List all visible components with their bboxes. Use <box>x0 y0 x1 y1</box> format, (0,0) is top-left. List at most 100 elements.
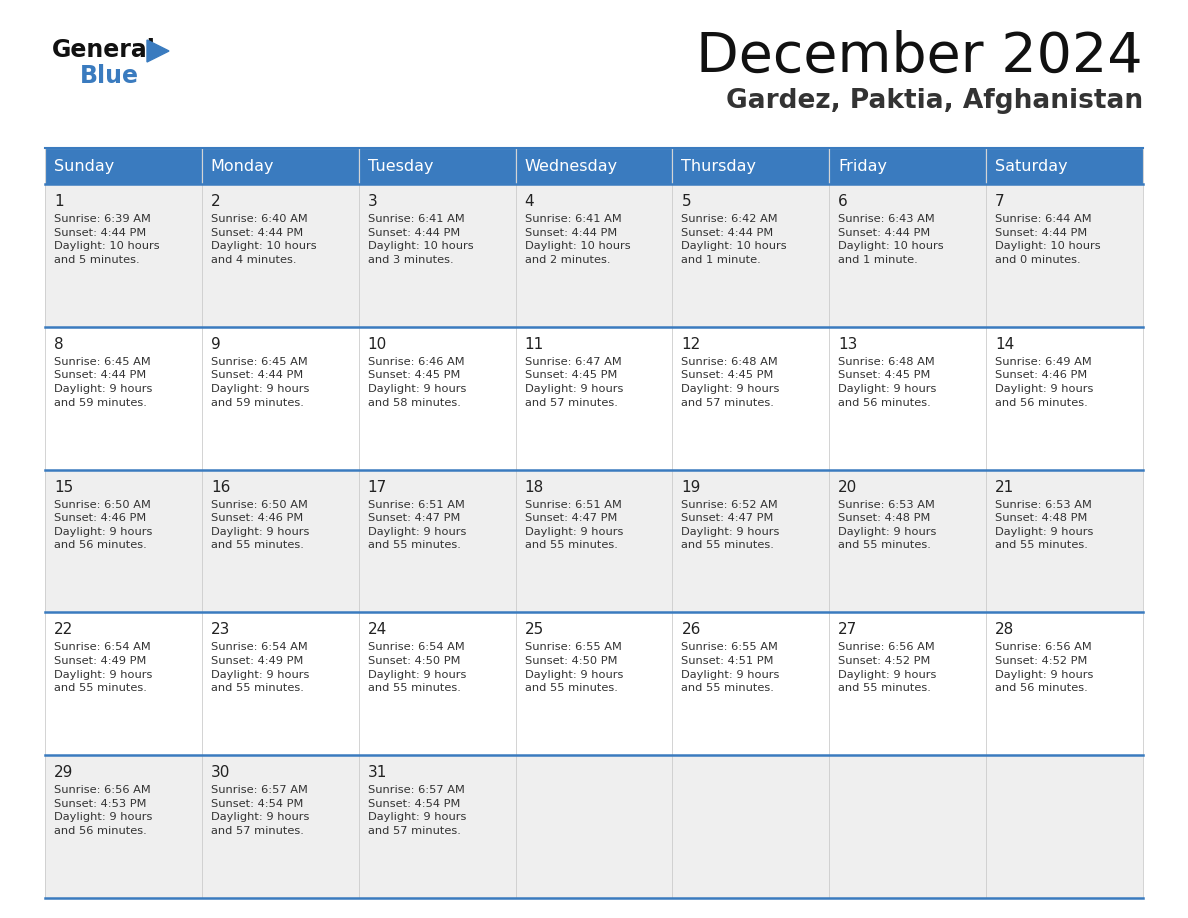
Text: 14: 14 <box>996 337 1015 352</box>
Bar <box>829 470 986 612</box>
Bar <box>516 470 672 612</box>
Text: 13: 13 <box>839 337 858 352</box>
Text: Sunrise: 6:54 AM
Sunset: 4:49 PM
Daylight: 9 hours
and 55 minutes.: Sunrise: 6:54 AM Sunset: 4:49 PM Dayligh… <box>210 643 309 693</box>
Text: December 2024: December 2024 <box>696 30 1143 84</box>
Text: Sunrise: 6:53 AM
Sunset: 4:48 PM
Daylight: 9 hours
and 55 minutes.: Sunrise: 6:53 AM Sunset: 4:48 PM Dayligh… <box>839 499 936 551</box>
Text: Sunrise: 6:51 AM
Sunset: 4:47 PM
Daylight: 9 hours
and 55 minutes.: Sunrise: 6:51 AM Sunset: 4:47 PM Dayligh… <box>525 499 623 551</box>
Text: Sunrise: 6:50 AM
Sunset: 4:46 PM
Daylight: 9 hours
and 56 minutes.: Sunrise: 6:50 AM Sunset: 4:46 PM Dayligh… <box>53 499 152 551</box>
Text: Sunrise: 6:45 AM
Sunset: 4:44 PM
Daylight: 9 hours
and 59 minutes.: Sunrise: 6:45 AM Sunset: 4:44 PM Dayligh… <box>210 357 309 408</box>
Text: Sunrise: 6:54 AM
Sunset: 4:50 PM
Daylight: 9 hours
and 55 minutes.: Sunrise: 6:54 AM Sunset: 4:50 PM Dayligh… <box>368 643 466 693</box>
Text: 19: 19 <box>682 479 701 495</box>
Text: 4: 4 <box>525 194 535 209</box>
Text: 5: 5 <box>682 194 691 209</box>
Text: Saturday: Saturday <box>996 159 1068 174</box>
Bar <box>672 470 829 612</box>
Text: Sunrise: 6:50 AM
Sunset: 4:46 PM
Daylight: 9 hours
and 55 minutes.: Sunrise: 6:50 AM Sunset: 4:46 PM Dayligh… <box>210 499 309 551</box>
Bar <box>45 470 202 612</box>
Text: Sunrise: 6:51 AM
Sunset: 4:47 PM
Daylight: 9 hours
and 55 minutes.: Sunrise: 6:51 AM Sunset: 4:47 PM Dayligh… <box>368 499 466 551</box>
Text: 6: 6 <box>839 194 848 209</box>
Text: Sunrise: 6:41 AM
Sunset: 4:44 PM
Daylight: 10 hours
and 3 minutes.: Sunrise: 6:41 AM Sunset: 4:44 PM Dayligh… <box>368 214 473 264</box>
Bar <box>829 148 986 184</box>
Text: Blue: Blue <box>80 64 139 88</box>
Bar <box>986 184 1143 327</box>
Text: 26: 26 <box>682 622 701 637</box>
Text: Sunrise: 6:56 AM
Sunset: 4:52 PM
Daylight: 9 hours
and 56 minutes.: Sunrise: 6:56 AM Sunset: 4:52 PM Dayligh… <box>996 643 1093 693</box>
Bar <box>45 756 202 898</box>
Text: Sunrise: 6:44 AM
Sunset: 4:44 PM
Daylight: 10 hours
and 0 minutes.: Sunrise: 6:44 AM Sunset: 4:44 PM Dayligh… <box>996 214 1101 264</box>
Text: 1: 1 <box>53 194 64 209</box>
Text: Sunday: Sunday <box>53 159 114 174</box>
Text: 31: 31 <box>368 766 387 780</box>
Bar <box>986 612 1143 756</box>
Bar <box>202 612 359 756</box>
Text: Sunrise: 6:56 AM
Sunset: 4:53 PM
Daylight: 9 hours
and 56 minutes.: Sunrise: 6:56 AM Sunset: 4:53 PM Dayligh… <box>53 785 152 836</box>
Text: Wednesday: Wednesday <box>525 159 618 174</box>
Text: 16: 16 <box>210 479 230 495</box>
Text: Sunrise: 6:48 AM
Sunset: 4:45 PM
Daylight: 9 hours
and 57 minutes.: Sunrise: 6:48 AM Sunset: 4:45 PM Dayligh… <box>682 357 779 408</box>
Text: 21: 21 <box>996 479 1015 495</box>
Text: Sunrise: 6:39 AM
Sunset: 4:44 PM
Daylight: 10 hours
and 5 minutes.: Sunrise: 6:39 AM Sunset: 4:44 PM Dayligh… <box>53 214 159 264</box>
Text: 20: 20 <box>839 479 858 495</box>
Text: 30: 30 <box>210 766 230 780</box>
Bar <box>202 470 359 612</box>
Text: Sunrise: 6:40 AM
Sunset: 4:44 PM
Daylight: 10 hours
and 4 minutes.: Sunrise: 6:40 AM Sunset: 4:44 PM Dayligh… <box>210 214 316 264</box>
Bar <box>672 327 829 470</box>
Bar <box>202 184 359 327</box>
Bar <box>202 148 359 184</box>
Text: Sunrise: 6:46 AM
Sunset: 4:45 PM
Daylight: 9 hours
and 58 minutes.: Sunrise: 6:46 AM Sunset: 4:45 PM Dayligh… <box>368 357 466 408</box>
Text: Sunrise: 6:41 AM
Sunset: 4:44 PM
Daylight: 10 hours
and 2 minutes.: Sunrise: 6:41 AM Sunset: 4:44 PM Dayligh… <box>525 214 630 264</box>
Bar <box>359 148 516 184</box>
Bar <box>829 612 986 756</box>
Text: 27: 27 <box>839 622 858 637</box>
Text: 8: 8 <box>53 337 64 352</box>
Bar <box>359 756 516 898</box>
Bar <box>516 184 672 327</box>
Bar <box>672 756 829 898</box>
Text: 25: 25 <box>525 622 544 637</box>
Text: Sunrise: 6:55 AM
Sunset: 4:50 PM
Daylight: 9 hours
and 55 minutes.: Sunrise: 6:55 AM Sunset: 4:50 PM Dayligh… <box>525 643 623 693</box>
Text: Sunrise: 6:42 AM
Sunset: 4:44 PM
Daylight: 10 hours
and 1 minute.: Sunrise: 6:42 AM Sunset: 4:44 PM Dayligh… <box>682 214 788 264</box>
Text: 12: 12 <box>682 337 701 352</box>
Polygon shape <box>147 40 169 62</box>
Bar <box>986 148 1143 184</box>
Text: Sunrise: 6:54 AM
Sunset: 4:49 PM
Daylight: 9 hours
and 55 minutes.: Sunrise: 6:54 AM Sunset: 4:49 PM Dayligh… <box>53 643 152 693</box>
Bar <box>359 184 516 327</box>
Text: 11: 11 <box>525 337 544 352</box>
Bar <box>45 148 202 184</box>
Bar <box>359 612 516 756</box>
Text: Friday: Friday <box>839 159 887 174</box>
Bar <box>202 756 359 898</box>
Bar <box>516 612 672 756</box>
Text: Gardez, Paktia, Afghanistan: Gardez, Paktia, Afghanistan <box>726 88 1143 114</box>
Text: 17: 17 <box>368 479 387 495</box>
Bar <box>45 327 202 470</box>
Bar <box>45 612 202 756</box>
Text: 7: 7 <box>996 194 1005 209</box>
Text: Sunrise: 6:53 AM
Sunset: 4:48 PM
Daylight: 9 hours
and 55 minutes.: Sunrise: 6:53 AM Sunset: 4:48 PM Dayligh… <box>996 499 1093 551</box>
Bar <box>202 327 359 470</box>
Text: Thursday: Thursday <box>682 159 757 174</box>
Text: General: General <box>52 38 156 62</box>
Bar <box>672 184 829 327</box>
Text: 2: 2 <box>210 194 221 209</box>
Text: Sunrise: 6:43 AM
Sunset: 4:44 PM
Daylight: 10 hours
and 1 minute.: Sunrise: 6:43 AM Sunset: 4:44 PM Dayligh… <box>839 214 944 264</box>
Bar <box>516 756 672 898</box>
Text: 28: 28 <box>996 622 1015 637</box>
Text: 9: 9 <box>210 337 221 352</box>
Text: Sunrise: 6:47 AM
Sunset: 4:45 PM
Daylight: 9 hours
and 57 minutes.: Sunrise: 6:47 AM Sunset: 4:45 PM Dayligh… <box>525 357 623 408</box>
Text: Sunrise: 6:57 AM
Sunset: 4:54 PM
Daylight: 9 hours
and 57 minutes.: Sunrise: 6:57 AM Sunset: 4:54 PM Dayligh… <box>210 785 309 836</box>
Text: Sunrise: 6:56 AM
Sunset: 4:52 PM
Daylight: 9 hours
and 55 minutes.: Sunrise: 6:56 AM Sunset: 4:52 PM Dayligh… <box>839 643 936 693</box>
Bar <box>672 612 829 756</box>
Bar <box>986 327 1143 470</box>
Text: 10: 10 <box>368 337 387 352</box>
Text: Monday: Monday <box>210 159 274 174</box>
Bar <box>359 470 516 612</box>
Text: Sunrise: 6:49 AM
Sunset: 4:46 PM
Daylight: 9 hours
and 56 minutes.: Sunrise: 6:49 AM Sunset: 4:46 PM Dayligh… <box>996 357 1093 408</box>
Bar <box>829 327 986 470</box>
Text: 24: 24 <box>368 622 387 637</box>
Text: Sunrise: 6:57 AM
Sunset: 4:54 PM
Daylight: 9 hours
and 57 minutes.: Sunrise: 6:57 AM Sunset: 4:54 PM Dayligh… <box>368 785 466 836</box>
Bar <box>986 756 1143 898</box>
Text: 18: 18 <box>525 479 544 495</box>
Bar <box>516 148 672 184</box>
Bar <box>359 327 516 470</box>
